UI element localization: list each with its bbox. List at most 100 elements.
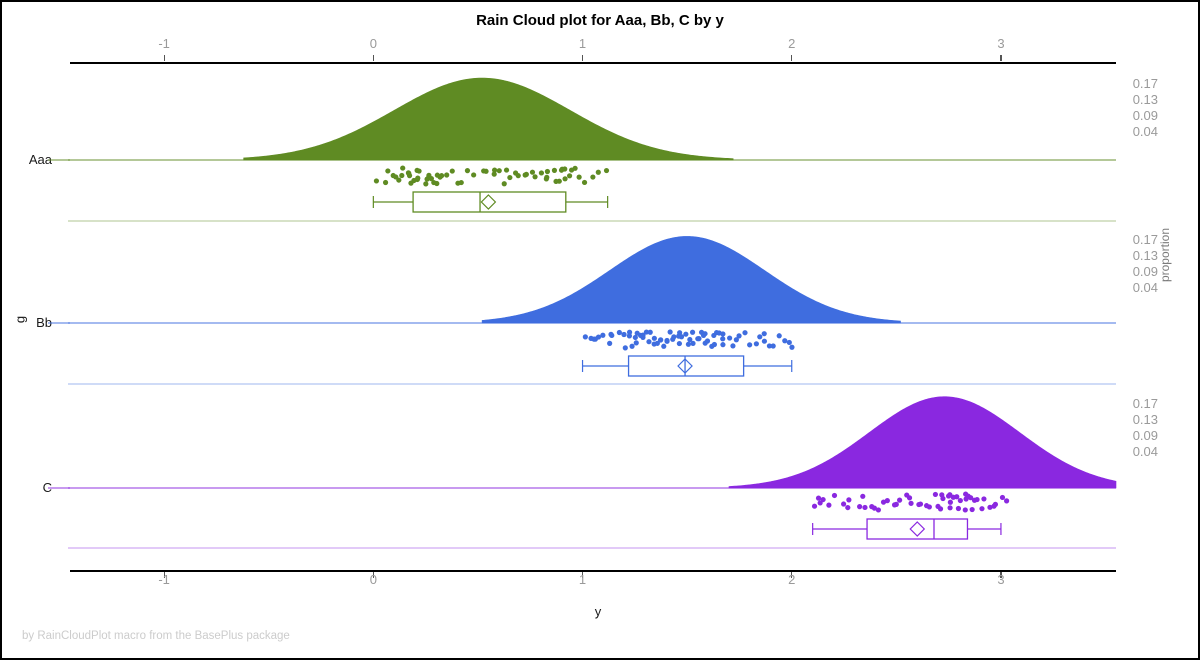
data-point: [616, 329, 622, 336]
data-point: [423, 181, 429, 187]
data-point: [720, 331, 726, 337]
data-point: [667, 329, 673, 335]
jitter-points: [811, 491, 1010, 513]
frame-left-border: [0, 0, 2, 660]
data-point: [671, 334, 677, 340]
data-point: [969, 506, 975, 513]
data-point: [947, 499, 953, 505]
data-point: [841, 501, 847, 507]
data-point: [761, 338, 768, 344]
data-point: [664, 338, 670, 344]
data-point: [385, 168, 391, 174]
data-point: [957, 497, 963, 504]
data-point: [999, 494, 1006, 501]
data-point: [987, 504, 993, 510]
data-point: [992, 501, 999, 507]
data-point: [871, 505, 878, 511]
data-point: [696, 336, 702, 342]
data-point: [496, 168, 502, 174]
data-point: [626, 329, 633, 335]
box-iqr: [866, 518, 969, 540]
data-point: [789, 344, 795, 350]
data-point: [962, 507, 968, 513]
data-point: [464, 168, 471, 174]
data-point: [491, 167, 498, 173]
data-point: [609, 332, 615, 339]
data-point: [932, 491, 939, 498]
data-point: [523, 171, 529, 177]
data-point: [761, 331, 767, 337]
data-point: [415, 175, 421, 181]
data-point: [860, 493, 866, 499]
group-label-bb: Bb: [36, 315, 52, 330]
data-point: [449, 168, 455, 174]
data-point: [917, 501, 924, 507]
data-point: [562, 176, 568, 182]
data-point: [893, 501, 899, 507]
data-point: [544, 168, 551, 175]
box-plot: [372, 191, 609, 213]
data-point: [373, 178, 380, 184]
data-point: [647, 329, 653, 335]
data-point: [846, 497, 852, 503]
data-point: [428, 176, 435, 182]
data-point: [607, 340, 613, 346]
data-point: [720, 342, 726, 348]
data-point: [747, 342, 753, 348]
chart-title: Rain Cloud plot for Aaa, Bb, C by y: [476, 12, 724, 29]
data-point: [733, 337, 739, 343]
data-point: [621, 331, 627, 338]
data-point: [622, 345, 628, 351]
data-point: [603, 167, 610, 174]
footnote-text: by RainCloudPlot macro from the BasePlus…: [22, 630, 290, 642]
data-point: [439, 173, 445, 179]
density-cloud: [481, 236, 901, 324]
jitter-points: [373, 165, 610, 187]
frame-top-border: [0, 0, 1200, 2]
data-point: [590, 174, 596, 180]
data-point: [690, 340, 696, 346]
jitter-points: [582, 329, 795, 351]
data-point: [766, 343, 773, 349]
data-point: [406, 170, 412, 177]
box-plot: [812, 518, 1002, 540]
data-point: [600, 332, 606, 338]
data-point: [968, 495, 974, 501]
data-point: [817, 500, 823, 506]
data-point: [831, 492, 838, 499]
mean-diamond: [677, 358, 693, 374]
data-point: [556, 178, 562, 184]
data-point: [862, 504, 868, 511]
group-label-aaa: Aaa: [28, 152, 52, 167]
data-point: [572, 165, 578, 171]
bottom-x-axis-line: [70, 570, 1116, 572]
data-point: [974, 496, 980, 503]
data-point: [640, 334, 646, 340]
data-point: [471, 172, 477, 178]
data-point: [954, 494, 960, 500]
data-point: [897, 497, 903, 503]
density-cloud: [243, 77, 734, 161]
data-point: [826, 502, 832, 508]
data-point: [483, 168, 489, 174]
data-point: [776, 333, 782, 339]
data-point: [702, 331, 708, 337]
data-point: [633, 340, 639, 346]
data-point: [399, 172, 405, 179]
data-point: [396, 177, 402, 183]
density-cloud: [728, 396, 1117, 489]
data-point: [654, 340, 660, 346]
data-point: [676, 340, 682, 347]
data-point: [981, 496, 987, 502]
data-point: [458, 179, 464, 186]
data-point: [538, 170, 545, 176]
data-point: [782, 338, 788, 344]
data-point: [884, 498, 890, 504]
data-point: [720, 336, 726, 342]
data-point: [661, 343, 667, 349]
data-point: [529, 169, 536, 175]
data-point: [727, 335, 733, 341]
data-point: [908, 500, 914, 506]
